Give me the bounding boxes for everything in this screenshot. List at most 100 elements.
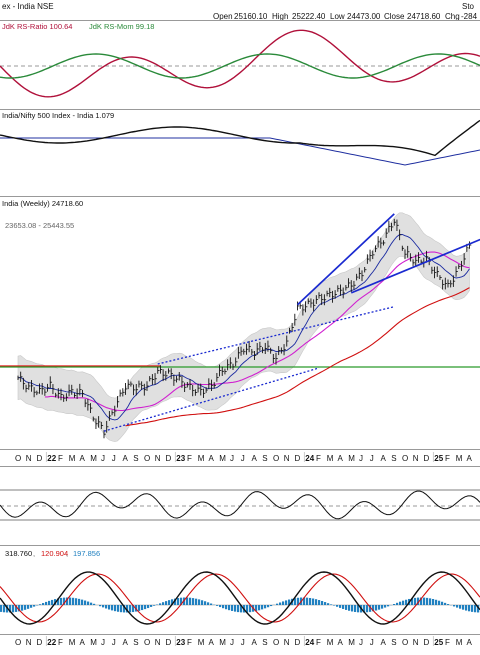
macd-histogram-bar: [423, 598, 425, 605]
axis-tick-label: D: [37, 454, 43, 463]
axis-tick-label: A: [338, 454, 344, 463]
macd-histogram-bar: [111, 605, 113, 610]
macd-histogram-bar: [312, 599, 314, 605]
macd-histogram-bar: [129, 605, 131, 612]
macd-value-2: 120.904: [41, 549, 68, 558]
macd-histogram-bar: [432, 599, 434, 605]
low-value: 24473.00: [347, 12, 381, 21]
macd-histogram-bar: [465, 605, 467, 611]
axis-tick-label: M: [348, 454, 355, 463]
macd-histogram-bar: [375, 605, 377, 611]
axis-tick-label: M: [456, 638, 463, 647]
macd-histogram-bar: [225, 605, 227, 609]
macd-value-3: 197.856: [73, 549, 100, 558]
macd-histogram-bar: [117, 605, 119, 612]
macd-value-1: 318.760: [5, 549, 32, 558]
macd-histogram-bar: [405, 600, 407, 605]
axis-tick-label: D: [295, 638, 301, 647]
macd-histogram-bar: [468, 605, 470, 611]
axis-tick-label: O: [144, 638, 150, 647]
macd-sep-2: ,: [66, 549, 68, 558]
axis-tick-label: F: [187, 454, 192, 463]
macd-histogram-bar: [48, 601, 50, 605]
macd-histogram-bar: [471, 605, 473, 612]
macd-histogram-bar: [456, 605, 458, 608]
axis-tick-label: A: [467, 454, 473, 463]
axis-tick-label: 23: [176, 638, 185, 647]
macd-histogram-bar: [99, 605, 101, 606]
macd-histogram-bar: [333, 605, 335, 606]
macd-histogram-bar: [306, 598, 308, 605]
macd-histogram-bar: [198, 599, 200, 605]
macd-histogram-bar: [192, 598, 194, 605]
axis-tick-label: S: [391, 454, 396, 463]
source-label: Sto: [462, 2, 475, 11]
axis-tick-label: M: [69, 638, 76, 647]
macd-histogram-bar: [435, 600, 437, 605]
axis-tick-label: F: [445, 454, 450, 463]
chg-value: -284: [461, 12, 478, 21]
bollinger-label: 23653.08 - 25443.55: [5, 221, 74, 230]
axis-tick-label: F: [445, 638, 450, 647]
macd-histogram-bar: [396, 603, 398, 605]
macd-histogram-bar: [270, 605, 272, 606]
high-value: 25222.40: [292, 12, 326, 21]
chg-label: Chg: [445, 12, 460, 21]
macd-histogram-bar: [81, 600, 83, 605]
macd-histogram-bar: [150, 605, 152, 607]
macd-histogram-bar: [102, 605, 104, 607]
macd-histogram-bar: [258, 605, 260, 610]
close-label: Close: [384, 12, 405, 21]
axis-tick-label: A: [209, 638, 215, 647]
macd-histogram-bar: [453, 605, 455, 606]
axis-tick-label: M: [327, 454, 334, 463]
axis-tick-label: O: [144, 454, 150, 463]
macd-histogram-bar: [189, 598, 191, 605]
open-value: 25160.10: [234, 12, 268, 21]
macd-histogram-bar: [447, 604, 449, 605]
macd-histogram-bar: [429, 598, 431, 605]
axis-tick-label: D: [295, 454, 301, 463]
macd-histogram-bar: [168, 600, 170, 605]
macd-histogram-bar: [45, 602, 47, 605]
macd-histogram-bar: [207, 602, 209, 605]
axis-tick-label: M: [219, 454, 226, 463]
macd-histogram-bar: [75, 598, 77, 605]
macd-histogram-bar: [237, 605, 239, 612]
macd-histogram-bar: [345, 605, 347, 610]
price-label: India (Weekly) 24718.60: [2, 199, 83, 208]
macd-histogram-bar: [210, 604, 212, 605]
macd-histogram-bar: [42, 603, 44, 605]
macd-histogram-bar: [261, 605, 263, 609]
axis-tick-label: J: [230, 454, 234, 463]
macd-histogram-bar: [186, 598, 188, 605]
axis-tick-label: M: [219, 638, 226, 647]
macd-histogram-bar: [336, 605, 338, 607]
axis-tick-label: O: [273, 638, 279, 647]
macd-histogram-bar: [159, 603, 161, 605]
macd-histogram-bar: [84, 601, 86, 605]
macd-histogram-bar: [348, 605, 350, 611]
axis-tick-label: O: [15, 454, 21, 463]
macd-histogram-bar: [264, 605, 266, 608]
axis-tick-label: S: [133, 638, 138, 647]
macd-histogram-bar: [0, 605, 2, 612]
macd-histogram-bar: [330, 604, 332, 605]
macd-sep-1: ,: [33, 549, 35, 558]
rs-mom-label: JdK RS-Mom 99.18: [89, 22, 154, 31]
axis-tick-label: D: [37, 638, 43, 647]
axis-tick-label: S: [391, 638, 396, 647]
macd-histogram-bar: [402, 601, 404, 605]
macd-histogram-bar: [141, 605, 143, 610]
axis-tick-label: F: [58, 454, 63, 463]
macd-histogram-bar: [177, 598, 179, 605]
axis-tick-label: J: [241, 638, 245, 647]
macd-histogram-bar: [87, 602, 89, 605]
axis-tick-label: 25: [434, 638, 443, 647]
macd-histogram-bar: [105, 605, 107, 608]
macd-histogram-bar: [351, 605, 353, 611]
